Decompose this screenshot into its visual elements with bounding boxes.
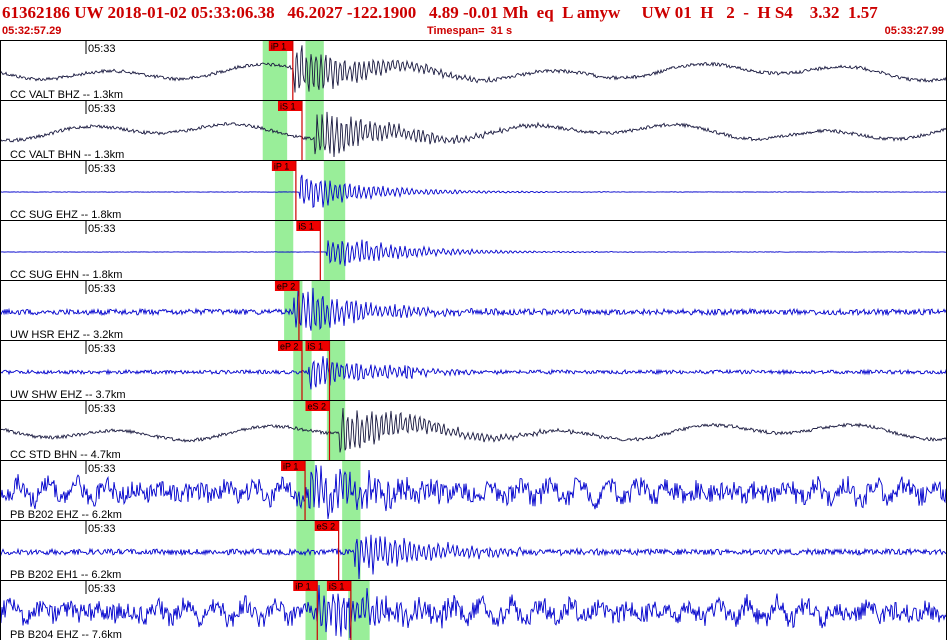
channel-panel: eP 2 05:33 UW HSR EHZ -- 3.2km <box>0 280 947 341</box>
pick-marker <box>274 281 299 291</box>
pick-marker <box>293 581 318 591</box>
channel-panel: iP 1 05:33 CC SUG EHZ -- 1.8km <box>0 160 947 221</box>
panel-border <box>0 100 947 161</box>
waveform-trace <box>0 407 947 453</box>
panel-border <box>0 280 947 341</box>
pick-marker <box>281 461 306 471</box>
timespan-label: Timespan= 31 s <box>427 25 513 37</box>
minute-tick-label: 05:33 <box>88 103 116 115</box>
channel-label: PB B202 EHZ -- 6.2km <box>10 509 122 521</box>
minute-tick-label: 05:33 <box>88 223 116 235</box>
waveform-trace <box>0 534 947 580</box>
minute-tick-label: 05:33 <box>88 403 116 415</box>
pick-window <box>274 220 294 280</box>
pick-label: iP 1 <box>295 582 310 592</box>
pick-label: eS 2 <box>317 522 336 532</box>
pick-label: eS 2 <box>307 402 326 412</box>
channel-label: CC STD BHN -- 4.7km <box>10 449 121 461</box>
channel-panel: iS 1 05:33 CC VALT BHN -- 1.3km <box>0 100 947 161</box>
channel-label: PB B204 EHZ -- 7.6km <box>10 629 122 640</box>
channel-label: UW HSR EHZ -- 3.2km <box>10 329 123 341</box>
start-time: 05:32:57.29 <box>2 25 62 37</box>
pick-marker <box>305 401 330 411</box>
channel-panel: eS 2 05:33 CC STD BHN -- 4.7km <box>0 400 947 461</box>
pick-label: iP 1 <box>271 42 286 52</box>
event-title: 61362186 UW 2018-01-02 05:33:06.38 46.20… <box>2 3 878 22</box>
pick-window <box>342 520 361 580</box>
waveform-trace <box>0 174 947 209</box>
panel-border <box>0 220 947 281</box>
pick-label: eP 2 <box>280 342 298 352</box>
pick-marker <box>277 101 302 111</box>
pick-marker <box>277 341 302 351</box>
pick-window <box>342 460 361 520</box>
channel-label: CC SUG EHN -- 1.8km <box>10 269 122 281</box>
channel-label: PB B202 EH1 -- 6.2km <box>10 569 121 581</box>
minute-tick-label: 05:33 <box>88 343 116 355</box>
channel-panel: eS 2 05:33 PB B202 EH1 -- 6.2km <box>0 520 947 581</box>
channel-panel: iP 1 05:33 CC VALT BHZ -- 1.3km <box>0 40 947 101</box>
waveform-trace <box>0 464 947 520</box>
channel-label: CC VALT BHN -- 1.3km <box>10 149 124 161</box>
pick-window <box>348 580 370 640</box>
minute-tick-label: 05:33 <box>88 523 116 535</box>
pick-marker <box>271 161 296 171</box>
channel-panel: iP 1 iS 1 05:33 PB B204 EHZ -- 7.6km <box>0 580 947 640</box>
channel-panel: iS 1 05:33 CC SUG EHN -- 1.8km <box>0 220 947 281</box>
pick-window <box>274 160 294 220</box>
event-header: 61362186 UW 2018-01-02 05:33:06.38 46.20… <box>0 0 947 40</box>
pick-label: iS 1 <box>280 102 296 112</box>
pick-window <box>326 400 346 460</box>
waveform-trace <box>0 239 947 267</box>
waveform-trace <box>0 111 947 158</box>
minute-tick-label: 05:33 <box>88 283 116 295</box>
panel-border <box>0 520 947 581</box>
channel-panel: iP 1 05:33 PB B202 EHZ -- 6.2km <box>0 460 947 521</box>
channel-label: CC SUG EHZ -- 1.8km <box>10 209 121 221</box>
pick-marker <box>314 521 339 531</box>
pick-label: iP 1 <box>274 162 289 172</box>
pick-label: iS 1 <box>329 582 345 592</box>
minute-tick-label: 05:33 <box>88 43 116 55</box>
end-time: 05:33:27.99 <box>884 25 944 37</box>
pick-marker <box>326 581 351 591</box>
pick-marker <box>296 221 321 231</box>
waveform-trace <box>0 584 947 639</box>
waveform-trace <box>0 287 947 331</box>
panel-border <box>0 340 947 401</box>
panel-border <box>0 40 947 101</box>
pick-label: iS 1 <box>298 222 314 232</box>
waveform-trace <box>0 356 947 390</box>
channel-label: CC VALT BHZ -- 1.3km <box>10 89 123 101</box>
pick-marker <box>268 41 293 51</box>
minute-tick-label: 05:33 <box>88 463 116 475</box>
pick-label: eP 2 <box>277 282 295 292</box>
channel-label: UW SHW EHZ -- 3.7km <box>10 389 126 401</box>
channel-panel: eP 2 iS 1 05:33 UW SHW EHZ -- 3.7km <box>0 340 947 401</box>
pick-marker <box>305 341 330 351</box>
panel-border <box>0 160 947 221</box>
minute-tick-label: 05:33 <box>88 163 116 175</box>
waveform-trace <box>0 45 947 93</box>
minute-tick-label: 05:33 <box>88 583 116 595</box>
pick-label: iP 1 <box>283 462 298 472</box>
pick-label: iS 1 <box>307 342 323 352</box>
pick-window <box>296 520 315 580</box>
